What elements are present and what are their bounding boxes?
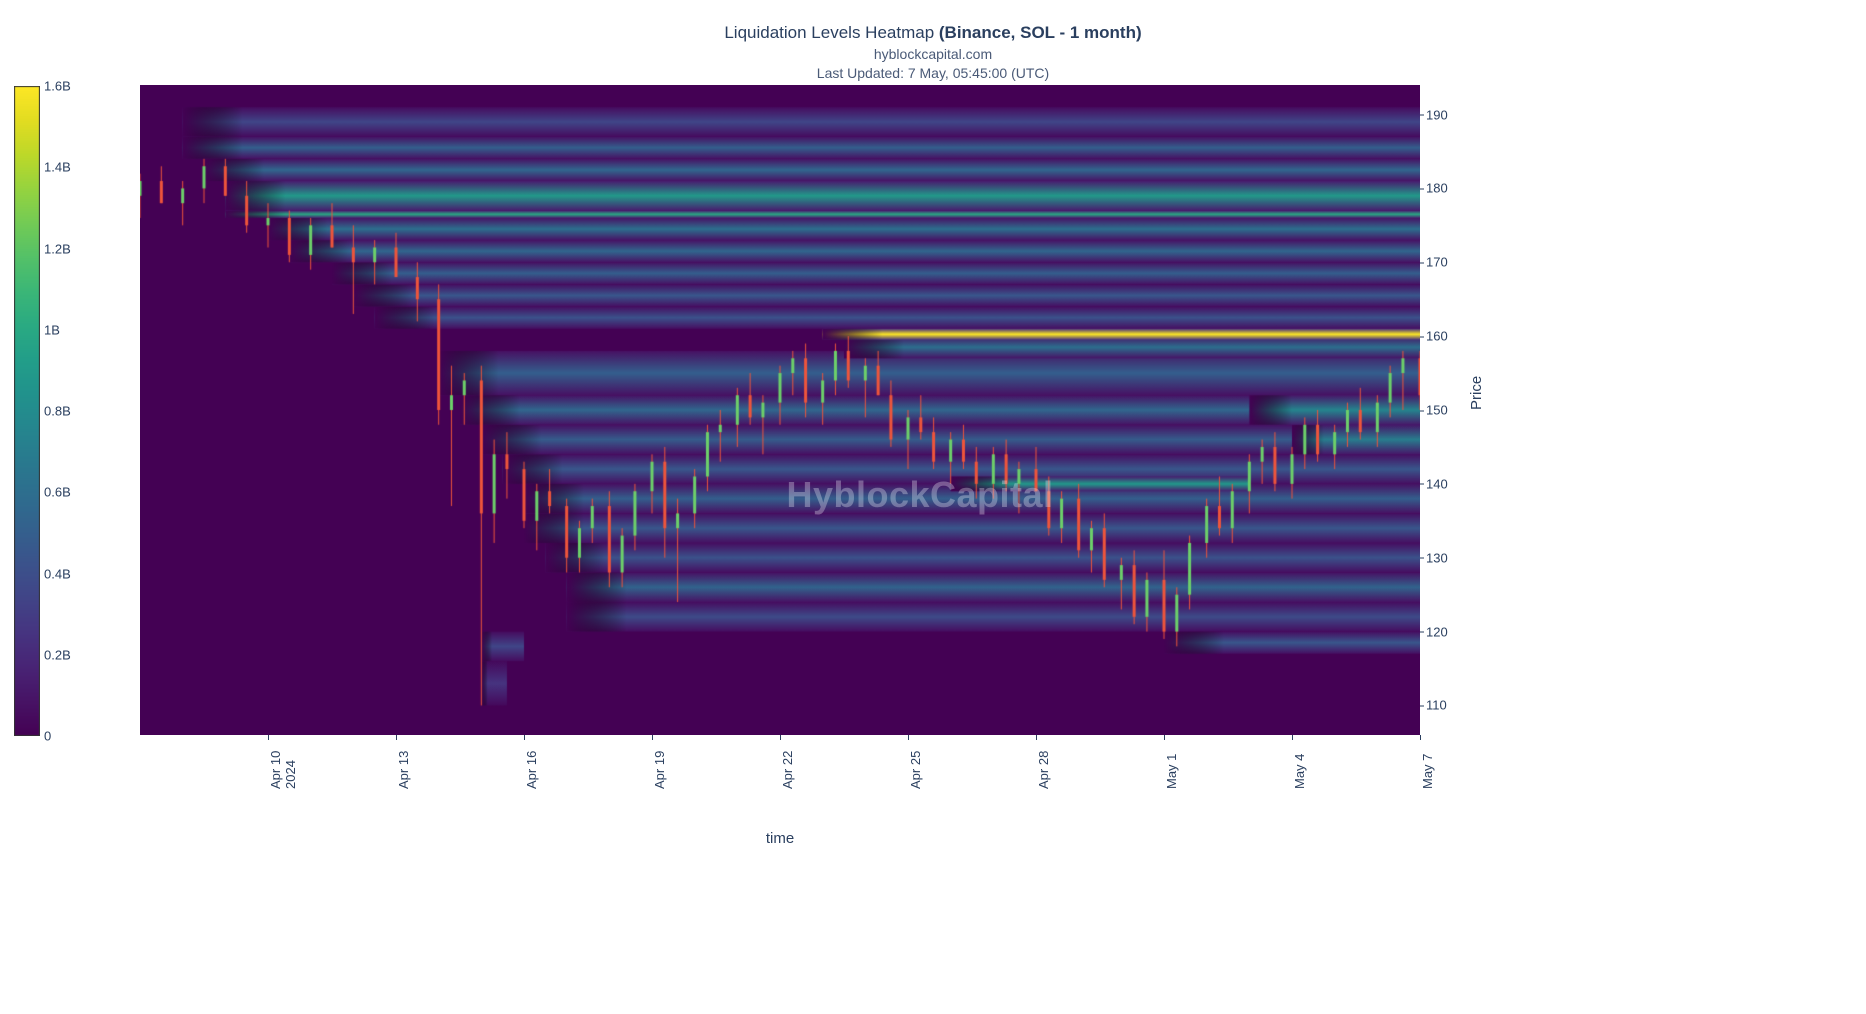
y-tick: 120 (1426, 624, 1448, 639)
x-tick: Apr 28 (1036, 751, 1051, 789)
colorbar-tick: 0.6B (44, 485, 71, 500)
y-axis-label: Price (1468, 376, 1485, 410)
y-tick: 160 (1426, 329, 1448, 344)
x-tick: May 4 (1292, 754, 1307, 789)
y-tick: 150 (1426, 403, 1448, 418)
chart-title-block: Liquidation Levels Heatmap (Binance, SOL… (0, 22, 1866, 83)
x-tick: Apr 22 (780, 751, 795, 789)
colorbar-tick: 1.2B (44, 241, 71, 256)
y-tick: 110 (1426, 698, 1447, 713)
x-tick: Apr 102024 (268, 751, 298, 789)
colorbar-tick: 0.8B (44, 404, 71, 419)
y-tick: 130 (1426, 550, 1448, 565)
colorbar-tick: 0.2B (44, 647, 71, 662)
price-canvas (140, 85, 1420, 735)
x-tick: Apr 25 (908, 751, 923, 789)
x-axis-label: time (140, 830, 1420, 847)
colorbar-tick: 1.6B (44, 79, 71, 94)
colorbar-tick: 1B (44, 322, 60, 337)
colorbar-tick: 0.4B (44, 566, 71, 581)
title-prefix: Liquidation Levels Heatmap (724, 23, 939, 42)
y-tick: 170 (1426, 255, 1448, 270)
colorbar (14, 86, 40, 736)
x-tick: Apr 13 (396, 751, 411, 789)
x-tick: Apr 16 (524, 751, 539, 789)
title-bold: (Binance, SOL - 1 month) (939, 23, 1142, 42)
y-axis: 110 120 130 140 150 160 170 180 190 (1420, 85, 1470, 735)
x-axis: Apr 102024 Apr 13 Apr 16 Apr 19 Apr 22 Apr 25… (140, 735, 1420, 825)
chart-subtitle-source: hyblockcapital.com (0, 45, 1866, 64)
x-tick: Apr 19 (652, 751, 667, 789)
y-tick: 190 (1426, 107, 1448, 122)
chart-subtitle-updated: Last Updated: 7 May, 05:45:00 (UTC) (0, 64, 1866, 83)
colorbar-canvas (14, 86, 40, 736)
x-tick: May 7 (1420, 754, 1435, 789)
plot-area[interactable]: HyblockCapital (140, 85, 1420, 735)
y-tick: 180 (1426, 181, 1448, 196)
colorbar-tick: 0 (44, 729, 51, 744)
x-tick: May 1 (1164, 754, 1179, 789)
chart-title: Liquidation Levels Heatmap (Binance, SOL… (0, 22, 1866, 45)
colorbar-tick: 1.4B (44, 160, 71, 175)
y-tick: 140 (1426, 476, 1448, 491)
